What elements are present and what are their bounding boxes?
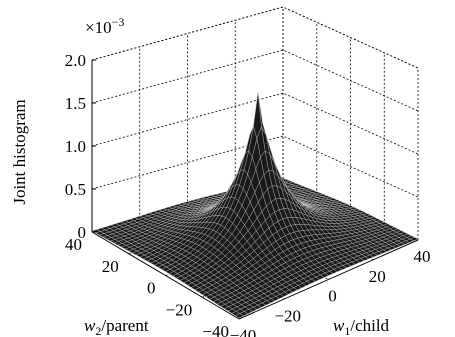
z-axis-label: Joint histogram — [10, 99, 29, 204]
y-tick-label: −40 — [202, 322, 229, 337]
x-tick-label: 20 — [369, 267, 386, 286]
x-tick-label: 0 — [328, 287, 337, 306]
z-tick-label: 0.5 — [65, 180, 86, 199]
z-axis-exponent: ×10−3 — [85, 15, 124, 37]
y-tick-label: 20 — [102, 257, 119, 276]
x-axis-line — [238, 239, 419, 320]
surface-layer — [91, 91, 419, 319]
box-top-edge — [91, 6, 419, 69]
x-axis-label: w1/child — [333, 316, 390, 337]
y-tick-label: −20 — [166, 300, 193, 319]
axes-layer: 0 0.5 1.0 1.5 2.0 −40 −20 0 20 40 40 20 0 −20 −40 — [65, 51, 431, 337]
z-gridline-3 — [91, 49, 419, 112]
z-gridline-4 — [91, 6, 419, 69]
surface-patch — [234, 313, 244, 319]
y-tick-label: 40 — [65, 235, 82, 254]
z-tick-label: 1.0 — [65, 137, 86, 156]
x-tick-label: −40 — [230, 326, 257, 337]
z-tick-label: 1.5 — [65, 94, 86, 113]
x-tick-label: 40 — [414, 247, 431, 266]
z-tick-label: 2.0 — [65, 51, 86, 70]
x-tick-label: −20 — [274, 306, 301, 325]
z-tick-label: 0 — [78, 223, 87, 242]
y-axis-line — [91, 231, 240, 320]
z-gridline-1 — [91, 135, 419, 198]
z-gridline-2 — [91, 92, 419, 155]
y-tick-label: 0 — [147, 279, 156, 298]
y-axis-label: w2/parent — [84, 316, 149, 337]
